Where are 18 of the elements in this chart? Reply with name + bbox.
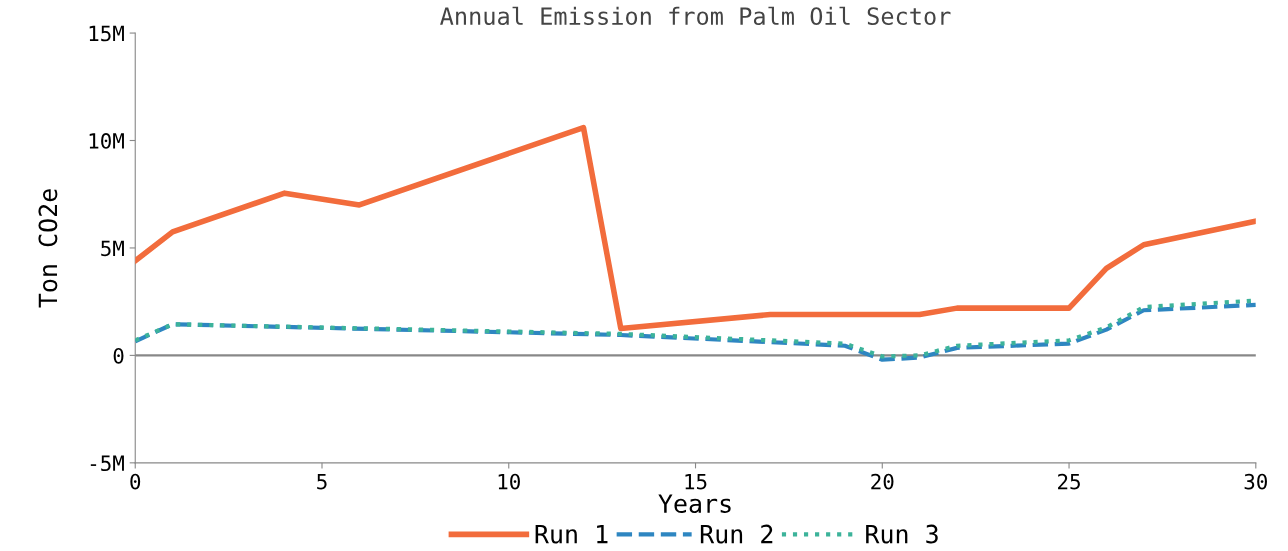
y-tick-label: 5M [101, 240, 124, 257]
y-tick-label: 0 [113, 347, 124, 364]
y-tick-label: 15M [89, 25, 124, 42]
y-tick-label: 10M [89, 133, 124, 149]
x-tick-label: 30 [1244, 473, 1267, 490]
chart-title: Annual Emission from Palm Oil Sector [440, 6, 951, 26]
y-axis-title: Ton CO2e [38, 189, 58, 308]
y-tick-label: -5M [90, 455, 124, 472]
x-tick-label: 10 [498, 473, 520, 490]
x-tick-label: 5 [317, 474, 327, 490]
x-tick-label: 15 [685, 474, 707, 490]
legend-label: Run 1 [535, 524, 608, 544]
x-tick-label: 0 [130, 473, 141, 490]
x-tick-label: 20 [871, 473, 894, 490]
x-axis-title: Years [658, 494, 731, 514]
x-tick-label: 25 [1058, 473, 1080, 490]
legend-label: Run 3 [866, 524, 938, 544]
legend-label: Run 2 [700, 524, 773, 544]
